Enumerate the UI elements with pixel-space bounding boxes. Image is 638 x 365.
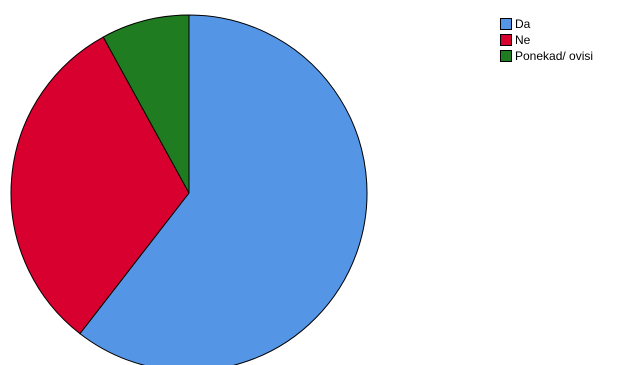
legend-item-da: Da bbox=[500, 16, 593, 32]
legend: Da Ne Ponekad/ ovisi bbox=[500, 16, 593, 64]
legend-item-ponekad-ovisi: Ponekad/ ovisi bbox=[500, 48, 593, 64]
pie-slice-da bbox=[79, 14, 368, 365]
pie-slice-ponekad-ovisi bbox=[102, 14, 190, 194]
legend-label-ne: Ne bbox=[515, 33, 531, 47]
legend-swatch-da bbox=[500, 18, 512, 30]
legend-item-ne: Ne bbox=[500, 32, 593, 48]
legend-swatch-ponekad-ovisi bbox=[500, 50, 512, 62]
legend-label-ponekad-ovisi: Ponekad/ ovisi bbox=[515, 49, 594, 63]
legend-label-da: Da bbox=[515, 17, 531, 31]
legend-swatch-ne bbox=[500, 34, 512, 46]
pie-slice-ne bbox=[10, 36, 190, 335]
